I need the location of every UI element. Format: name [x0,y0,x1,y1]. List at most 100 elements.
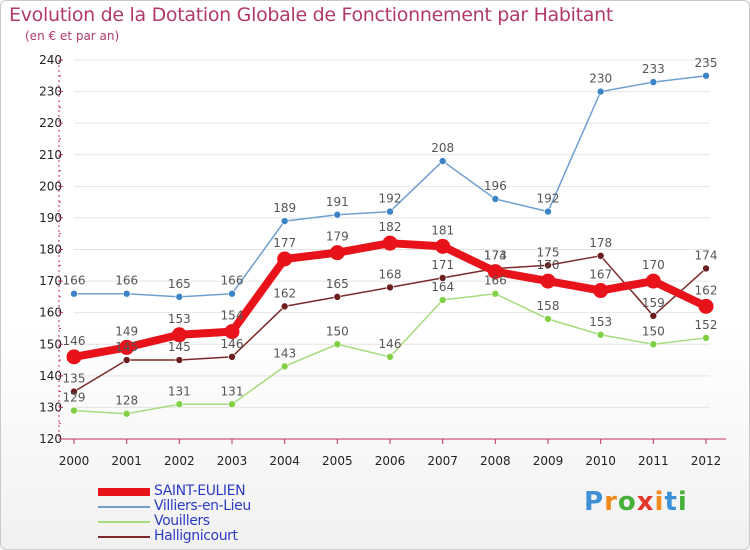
data-label: 208 [431,141,454,155]
x-tick-label: 2001 [111,454,142,468]
data-label: 235 [695,56,718,70]
y-tick-label: 140 [39,369,62,383]
data-point [649,340,658,349]
data-label: 174 [695,248,718,262]
data-point [280,217,289,225]
data-point [70,406,78,415]
axes: 120 130 140 150 160 170 180 190 200 210 220 230 240 2… [39,53,726,468]
x-tick-label: 2002 [164,454,195,468]
series-lines [66,71,714,418]
data-label: 149 [115,324,138,338]
data-label: 159 [642,296,665,310]
data-label: 146 [221,337,244,351]
data-label: 162 [273,286,296,300]
data-point [382,235,398,251]
data-label: 178 [589,236,612,250]
data-point [280,362,289,371]
data-label: 175 [537,245,560,259]
data-point [649,312,658,320]
y-tick-label: 220 [39,116,62,130]
data-point [438,296,447,304]
data-label: 131 [221,384,244,398]
y-tick-label: 190 [39,211,62,225]
data-label: 170 [537,258,560,272]
y-tick-label: 230 [39,85,62,99]
y-tick-label: 170 [39,274,62,288]
data-point [280,302,289,311]
data-point [438,157,447,165]
data-label: 192 [379,192,402,206]
data-point [544,261,552,270]
data-point [649,78,658,86]
legend-swatch [98,488,150,496]
data-point [386,207,394,216]
data-point [645,273,661,289]
data-point [228,289,236,298]
data-point [596,252,605,260]
legend-swatch [98,521,150,523]
x-tick-label: 2008 [480,454,511,468]
data-point [119,339,135,355]
data-label: 129 [63,391,86,405]
data-label: 164 [431,280,454,294]
data-point [228,400,236,409]
data-label: 177 [273,236,296,250]
data-point [224,324,240,340]
data-point [333,340,342,349]
y-tick-label: 180 [39,243,62,257]
data-point [386,353,394,361]
data-point [70,387,78,396]
data-label: 143 [273,346,296,360]
legend-label: SAINT-EULIEN [154,483,246,499]
data-label: 150 [326,324,349,338]
data-label: 152 [695,318,718,332]
y-tick-label: 130 [39,400,62,414]
legend-swatch [98,536,150,538]
data-label: 146 [379,337,402,351]
data-point [698,298,714,314]
data-point [70,289,78,298]
data-label: 170 [642,258,665,272]
grid-lines [74,59,710,408]
x-tick-label: 2006 [375,454,406,468]
data-point [175,293,184,301]
data-point [228,353,236,361]
proxiti-logo: Proxiti [584,487,688,517]
data-label: 174 [484,248,507,262]
data-label: 166 [221,274,244,288]
data-point [491,289,500,298]
data-label: 135 [63,372,86,386]
data-label: 128 [115,394,138,408]
data-label: 182 [379,220,402,234]
x-tick-label: 2003 [217,454,248,468]
data-label: 189 [273,201,296,215]
data-point [171,327,187,343]
data-label: 166 [115,274,138,288]
x-tick-label: 2005 [322,454,353,468]
x-tick-label: 2010 [585,454,616,468]
legend-label: Hallignicourt [154,528,238,544]
data-point [386,283,394,292]
x-tick-label: 2000 [59,454,90,468]
y-tick-label: 210 [39,148,62,162]
data-point [596,330,605,339]
data-label: 165 [326,277,349,291]
data-point [702,264,710,273]
data-label: 150 [642,324,665,338]
data-point [435,238,451,254]
data-label: 162 [695,283,718,297]
legend-label: Vouillers [154,513,210,529]
data-point [122,356,131,364]
data-label: 173 [484,249,507,263]
chart-title: Evolution de la Dotation Globale de Fonc… [9,4,614,26]
x-tick-label: 2012 [691,454,722,468]
data-label: 145 [115,340,138,354]
data-point [333,293,342,301]
data-point [702,334,710,342]
data-label: 158 [537,299,560,313]
x-tick-label: 2004 [269,454,300,468]
data-label: 230 [589,72,612,86]
data-label: 146 [63,334,86,348]
